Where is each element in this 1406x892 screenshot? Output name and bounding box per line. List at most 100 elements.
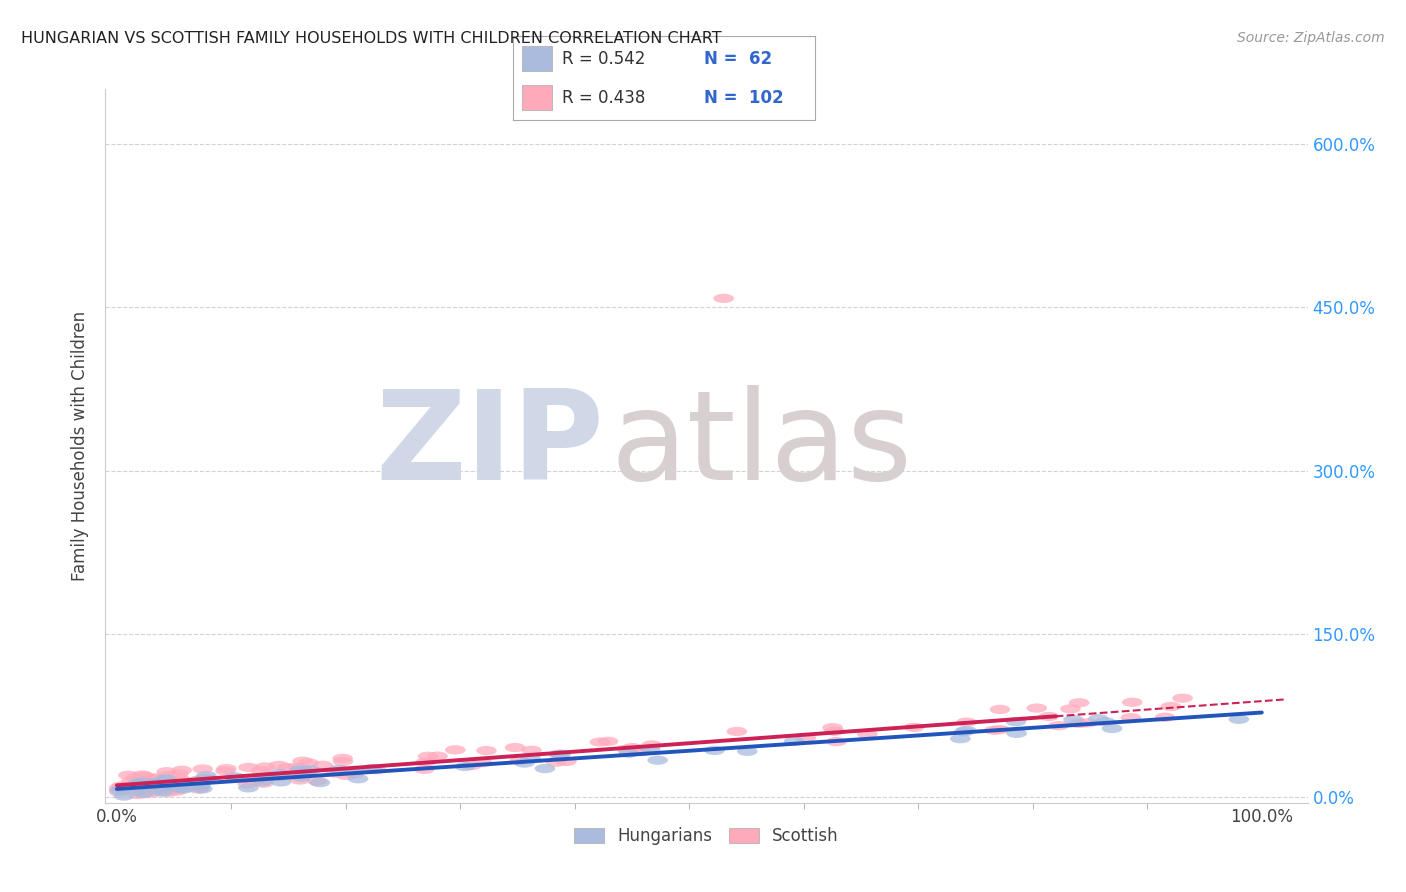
Ellipse shape bbox=[956, 717, 977, 727]
Ellipse shape bbox=[534, 764, 555, 773]
Ellipse shape bbox=[520, 753, 541, 763]
Ellipse shape bbox=[108, 783, 129, 792]
Ellipse shape bbox=[1161, 702, 1181, 711]
Ellipse shape bbox=[783, 737, 804, 746]
Text: R = 0.542: R = 0.542 bbox=[561, 50, 645, 68]
Ellipse shape bbox=[114, 791, 134, 801]
Ellipse shape bbox=[132, 771, 153, 780]
Ellipse shape bbox=[149, 786, 169, 795]
Ellipse shape bbox=[184, 781, 205, 790]
Ellipse shape bbox=[333, 756, 353, 766]
Ellipse shape bbox=[1005, 717, 1026, 726]
Ellipse shape bbox=[179, 778, 198, 787]
Ellipse shape bbox=[217, 764, 236, 773]
Ellipse shape bbox=[472, 758, 492, 767]
Ellipse shape bbox=[152, 788, 173, 797]
Ellipse shape bbox=[307, 776, 328, 786]
Ellipse shape bbox=[1069, 698, 1090, 707]
Ellipse shape bbox=[824, 727, 845, 736]
Ellipse shape bbox=[555, 756, 576, 766]
Ellipse shape bbox=[1088, 714, 1109, 723]
Ellipse shape bbox=[361, 764, 382, 773]
Ellipse shape bbox=[134, 772, 153, 780]
Ellipse shape bbox=[128, 779, 148, 788]
Ellipse shape bbox=[444, 745, 465, 755]
Ellipse shape bbox=[152, 776, 173, 785]
Ellipse shape bbox=[515, 758, 534, 768]
Ellipse shape bbox=[160, 785, 181, 795]
Ellipse shape bbox=[1077, 718, 1098, 728]
Ellipse shape bbox=[253, 779, 274, 788]
Ellipse shape bbox=[180, 780, 201, 789]
Ellipse shape bbox=[238, 783, 259, 792]
Ellipse shape bbox=[169, 783, 190, 793]
Ellipse shape bbox=[287, 763, 308, 772]
Ellipse shape bbox=[344, 765, 364, 775]
Ellipse shape bbox=[121, 777, 142, 786]
Ellipse shape bbox=[630, 747, 651, 756]
Text: HUNGARIAN VS SCOTTISH FAMILY HOUSEHOLDS WITH CHILDREN CORRELATION CHART: HUNGARIAN VS SCOTTISH FAMILY HOUSEHOLDS … bbox=[21, 31, 721, 46]
Ellipse shape bbox=[197, 771, 217, 780]
Ellipse shape bbox=[546, 757, 567, 767]
Ellipse shape bbox=[242, 776, 263, 785]
Ellipse shape bbox=[131, 777, 152, 787]
Ellipse shape bbox=[737, 747, 758, 756]
Ellipse shape bbox=[132, 776, 153, 785]
Ellipse shape bbox=[269, 761, 290, 770]
Ellipse shape bbox=[990, 725, 1010, 734]
Ellipse shape bbox=[366, 765, 387, 774]
Ellipse shape bbox=[156, 774, 177, 783]
Ellipse shape bbox=[299, 765, 321, 774]
Ellipse shape bbox=[112, 784, 134, 794]
Ellipse shape bbox=[131, 786, 150, 796]
Ellipse shape bbox=[509, 756, 530, 765]
Ellipse shape bbox=[325, 769, 346, 778]
Ellipse shape bbox=[166, 787, 187, 796]
Ellipse shape bbox=[713, 293, 734, 303]
Ellipse shape bbox=[110, 788, 129, 797]
Ellipse shape bbox=[172, 765, 193, 775]
Ellipse shape bbox=[156, 767, 177, 776]
FancyBboxPatch shape bbox=[522, 45, 553, 71]
Ellipse shape bbox=[598, 737, 619, 746]
Ellipse shape bbox=[312, 761, 333, 770]
Ellipse shape bbox=[111, 781, 132, 790]
Ellipse shape bbox=[329, 764, 349, 774]
Ellipse shape bbox=[287, 770, 308, 779]
Ellipse shape bbox=[427, 751, 447, 761]
Ellipse shape bbox=[195, 773, 217, 783]
Ellipse shape bbox=[704, 746, 724, 755]
Ellipse shape bbox=[858, 730, 877, 739]
Text: N =  102: N = 102 bbox=[703, 88, 783, 106]
Ellipse shape bbox=[127, 790, 148, 799]
Ellipse shape bbox=[190, 780, 211, 789]
FancyBboxPatch shape bbox=[522, 85, 553, 111]
Ellipse shape bbox=[193, 764, 212, 773]
Ellipse shape bbox=[191, 784, 212, 794]
Ellipse shape bbox=[162, 781, 183, 791]
Ellipse shape bbox=[984, 725, 1005, 735]
Ellipse shape bbox=[589, 738, 610, 747]
Ellipse shape bbox=[148, 780, 167, 789]
Legend: Hungarians, Scottish: Hungarians, Scottish bbox=[568, 821, 845, 852]
Ellipse shape bbox=[418, 752, 439, 761]
Ellipse shape bbox=[148, 783, 167, 793]
Ellipse shape bbox=[118, 771, 139, 780]
Ellipse shape bbox=[259, 772, 280, 781]
Ellipse shape bbox=[179, 783, 198, 792]
Ellipse shape bbox=[1095, 717, 1115, 726]
Ellipse shape bbox=[823, 723, 844, 732]
Ellipse shape bbox=[990, 705, 1011, 714]
Ellipse shape bbox=[548, 750, 569, 759]
Ellipse shape bbox=[169, 773, 190, 782]
Ellipse shape bbox=[252, 777, 273, 787]
Ellipse shape bbox=[146, 780, 167, 789]
Ellipse shape bbox=[157, 780, 177, 790]
Ellipse shape bbox=[904, 723, 925, 732]
Ellipse shape bbox=[1122, 698, 1143, 706]
Ellipse shape bbox=[1039, 712, 1059, 721]
Ellipse shape bbox=[1069, 719, 1090, 728]
Ellipse shape bbox=[127, 786, 146, 796]
Ellipse shape bbox=[277, 763, 298, 772]
Ellipse shape bbox=[254, 763, 276, 772]
